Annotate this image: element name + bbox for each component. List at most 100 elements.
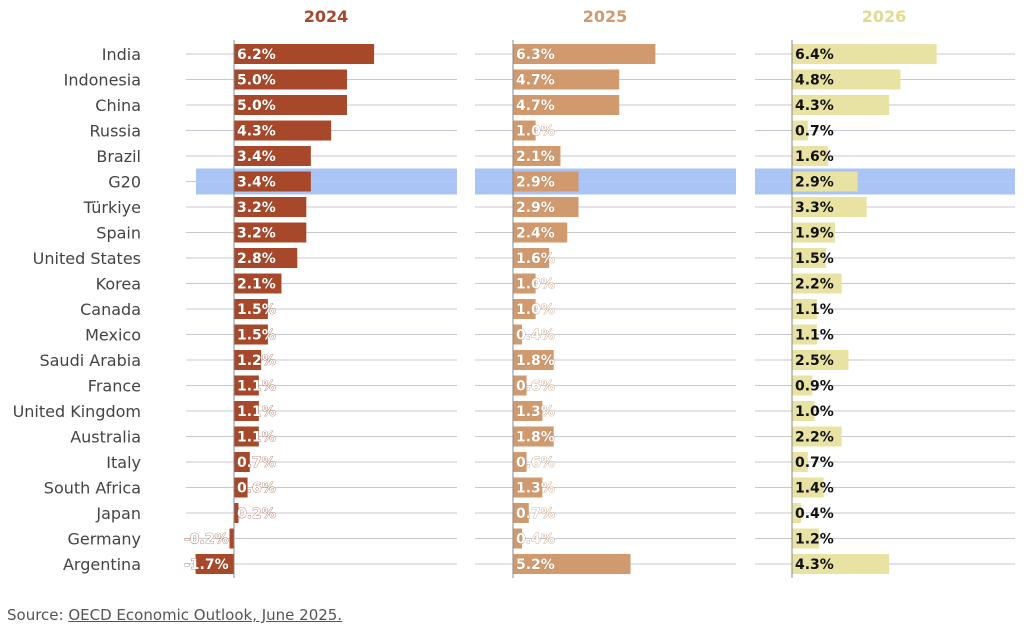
data-label: 3.3% [795, 200, 834, 216]
bar [234, 95, 347, 115]
data-label: 1.8% [516, 353, 555, 369]
bar [234, 120, 332, 141]
data-label: 1.9% [795, 226, 834, 242]
bar [792, 554, 890, 574]
source-prefix: Source: [7, 606, 69, 624]
data-label: 0.7% [237, 455, 276, 471]
bar [513, 222, 568, 243]
bar [513, 503, 529, 523]
data-label: 1.1% [795, 302, 834, 318]
series-header-2025: 2025 [583, 7, 628, 26]
bar [792, 401, 815, 421]
bar [513, 273, 536, 294]
bar [234, 452, 250, 472]
data-label: 1.5% [237, 328, 276, 344]
data-label: 1.6% [516, 251, 555, 267]
data-label: 1.1% [795, 328, 834, 344]
category-label: Italy [106, 453, 141, 472]
data-label: 5.2% [516, 557, 555, 573]
data-label: 6.3% [516, 47, 555, 63]
bar [513, 477, 543, 498]
bar [792, 197, 867, 217]
bar [513, 401, 543, 421]
category-label: Mexico [85, 326, 141, 345]
data-label: 2.2% [795, 277, 834, 293]
bar [792, 503, 802, 523]
category-label: South Africa [44, 479, 141, 498]
bar [234, 222, 307, 243]
data-label: 4.3% [795, 98, 834, 114]
bar [513, 248, 550, 268]
bar [229, 528, 234, 549]
bar [792, 273, 842, 294]
data-label: 3.4% [237, 175, 276, 191]
data-label: 1.1% [237, 379, 276, 395]
category-label: Germany [67, 530, 141, 549]
bar [513, 375, 527, 396]
data-label: 1.1% [237, 404, 276, 420]
series-header-2026: 2026 [862, 7, 907, 26]
data-label: 0.7% [795, 124, 834, 140]
data-label: 1.0% [795, 404, 834, 420]
data-label: 2.9% [516, 175, 555, 191]
category-label: Korea [96, 275, 141, 294]
bar [234, 146, 311, 166]
bar [513, 146, 561, 166]
data-label: 0.6% [516, 455, 555, 471]
data-label: 0.7% [516, 506, 555, 522]
gdp-growth-chart: India Indonesia China Russia Brazil G20 Türkiy… [13, 7, 1015, 578]
bar [234, 401, 259, 421]
data-label: 2.9% [795, 175, 834, 191]
bar [792, 120, 808, 141]
bar [792, 299, 817, 319]
data-label: 0.2% [237, 506, 276, 522]
data-label: 6.4% [795, 47, 834, 63]
data-label: 0.6% [516, 379, 555, 395]
bar [195, 554, 234, 574]
data-label: 1.2% [237, 353, 276, 369]
data-label: 4.7% [516, 73, 555, 89]
category-label: Argentina [63, 555, 141, 574]
bar [513, 324, 523, 345]
data-label: 2.1% [237, 277, 276, 293]
category-label: India [102, 45, 141, 64]
data-label: 1.0% [516, 302, 555, 318]
bar [513, 452, 527, 472]
category-label: Spain [96, 224, 141, 243]
category-label: United States [33, 249, 141, 268]
bar [234, 375, 259, 396]
data-label: 1.5% [237, 302, 276, 318]
bar [792, 324, 817, 345]
data-label: 1.0% [516, 277, 555, 293]
data-label: 1.3% [516, 404, 555, 420]
category-label: Saudi Arabia [39, 351, 141, 370]
source-link[interactable]: OECD Economic Outlook, June 2025. [68, 606, 343, 624]
data-label: 2.8% [237, 251, 276, 267]
bar [234, 324, 268, 345]
bar [513, 171, 579, 192]
category-label: Japan [95, 504, 141, 523]
bar [234, 273, 282, 294]
bar [792, 44, 937, 64]
data-label: 4.7% [516, 98, 555, 114]
bar [234, 503, 239, 523]
data-label: 0.4% [795, 506, 834, 522]
category-label: United Kingdom [13, 402, 141, 421]
bar [513, 299, 536, 319]
bar [513, 69, 620, 90]
bar [792, 222, 835, 243]
bar [234, 426, 259, 447]
bar [513, 350, 554, 370]
bar [792, 375, 813, 396]
data-label: 1.8% [516, 430, 555, 446]
data-label: 1.0% [516, 124, 555, 140]
data-label: 2.1% [516, 149, 555, 165]
bar [792, 146, 829, 166]
data-label: 1.4% [795, 481, 834, 497]
bar [792, 69, 901, 90]
bar [234, 69, 347, 90]
data-label: 5.0% [237, 98, 276, 114]
data-label: 0.9% [795, 379, 834, 395]
bar [234, 197, 307, 217]
bar [792, 528, 820, 549]
